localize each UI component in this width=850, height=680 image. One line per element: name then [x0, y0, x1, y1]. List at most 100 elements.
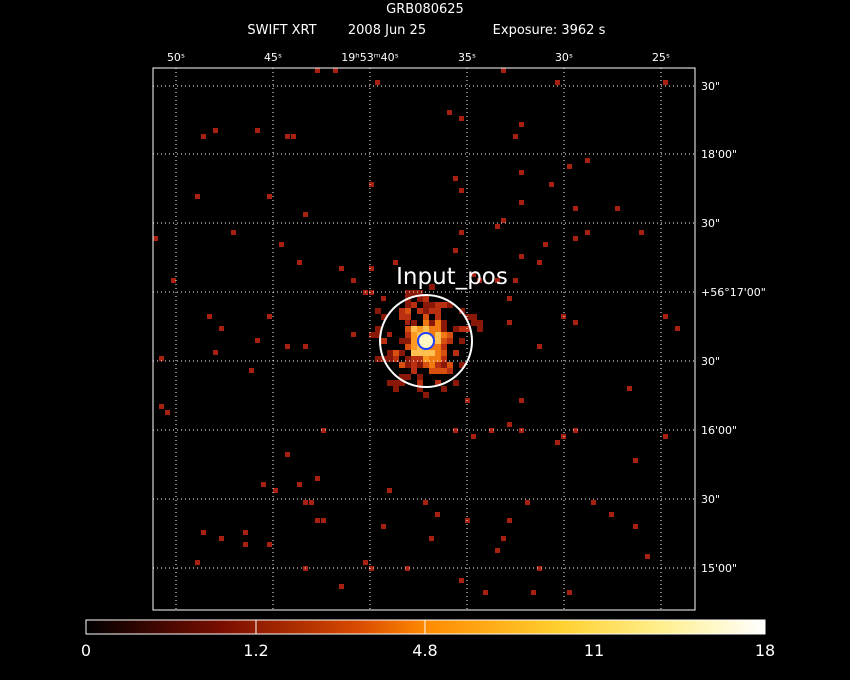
pixel: [459, 338, 465, 344]
pixel: [483, 590, 488, 595]
pixel: [633, 458, 638, 463]
frame: [152, 67, 696, 611]
pixel: [435, 344, 441, 350]
pixel: [441, 356, 447, 362]
pixel: [411, 362, 417, 368]
right-axis-label: 30": [701, 80, 720, 93]
pixel: [459, 326, 465, 332]
pixel: [501, 68, 506, 73]
pixel: [405, 356, 411, 362]
right-axis-label: 18'00": [701, 148, 737, 161]
pixel: [423, 320, 429, 326]
pixel: [285, 344, 290, 349]
pixel: [405, 362, 411, 368]
pixel: [459, 188, 464, 193]
top-axis-label: 19ʰ53ᵐ40ˢ: [341, 51, 398, 64]
pixel: [321, 428, 326, 433]
pixel: [243, 530, 248, 535]
pixel: [519, 254, 524, 259]
pixel: [513, 278, 518, 283]
pixel: [663, 80, 668, 85]
pixel: [405, 314, 411, 320]
pixel: [441, 338, 447, 344]
pixel: [417, 290, 423, 296]
pixel: [423, 308, 429, 314]
pixel: [213, 128, 218, 133]
pixel: [381, 314, 387, 320]
pixel: [549, 182, 554, 187]
right-axis-label: +56°17'00": [701, 286, 766, 299]
pixel: [519, 122, 524, 127]
pixel: [471, 434, 476, 439]
pixel: [537, 566, 542, 571]
pixel: [393, 260, 398, 265]
right-axis-label: 16'00": [701, 424, 737, 437]
pixel: [627, 386, 632, 391]
pixel: [387, 380, 393, 386]
pixel: [423, 314, 429, 320]
pixel: [267, 542, 272, 547]
pixel: [393, 356, 399, 362]
pixel: [429, 308, 435, 314]
pixel: [423, 326, 429, 332]
pixel: [477, 278, 482, 283]
pixel: [399, 314, 405, 320]
pixel: [411, 320, 417, 326]
source-center: [417, 332, 435, 350]
pixel: [411, 344, 417, 350]
pixel: [435, 320, 441, 326]
pixel: [537, 260, 542, 265]
pixel: [159, 356, 164, 361]
pixel: [441, 326, 447, 332]
pixel: [585, 158, 590, 163]
pixel: [525, 500, 530, 505]
pixel: [375, 326, 381, 332]
pixel: [399, 374, 405, 380]
right-axis-label: 30": [701, 493, 720, 506]
colorbar-label: 18: [755, 641, 775, 660]
date: 2008 Jun 25: [348, 23, 426, 38]
pixel: [429, 350, 435, 356]
pixel: [213, 350, 218, 355]
pixel: [393, 350, 399, 356]
pixel: [303, 344, 308, 349]
pixel: [171, 278, 176, 283]
colorbar-labels: 0 1.2 4.8 11 18: [81, 641, 775, 660]
pixel: [369, 266, 374, 271]
pixel: [369, 290, 374, 295]
pixel: [567, 590, 572, 595]
pixel: [441, 350, 447, 356]
pixel: [435, 362, 441, 368]
right-axis-label: 30": [701, 217, 720, 230]
pixel: [555, 80, 560, 85]
pixel: [381, 338, 387, 344]
colorbar-label: 1.2: [243, 641, 268, 660]
pixel: [447, 362, 453, 368]
instrument: SWIFT XRT: [247, 23, 316, 38]
pixel: [507, 518, 512, 523]
pixel: [591, 500, 596, 505]
pixel: [399, 308, 405, 314]
pixel: [285, 134, 290, 139]
pixel: [471, 272, 476, 277]
pixel: [405, 326, 411, 332]
pixel: [633, 524, 638, 529]
pixel: [585, 230, 590, 235]
pixel: [459, 362, 465, 368]
pixel: [255, 338, 260, 343]
pixel: [195, 194, 200, 199]
pixel: [417, 308, 423, 314]
pixel: [315, 476, 320, 481]
top-axis-label: 50ˢ: [167, 51, 185, 64]
pixel: [411, 338, 417, 344]
pixel: [537, 344, 542, 349]
pixel: [399, 350, 405, 356]
pixel: [369, 332, 375, 338]
pixel: [507, 320, 512, 325]
pixel: [459, 230, 464, 235]
pixel: [387, 356, 393, 362]
pixel: [405, 344, 411, 350]
pixel: [471, 320, 477, 326]
pixel: [417, 380, 423, 386]
pixel: [405, 338, 411, 344]
